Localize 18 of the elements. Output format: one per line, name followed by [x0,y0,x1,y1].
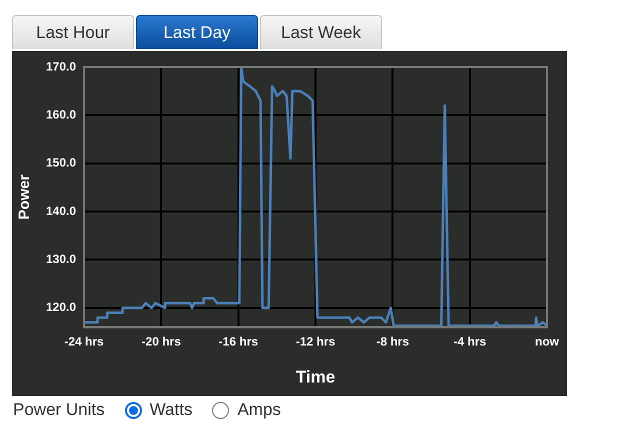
y-axis-title: Power [16,174,34,220]
y-tick-label: 170.0 [46,59,76,74]
text: Amps [237,400,281,420]
text: Watts [150,400,192,420]
text: Power Units [13,400,105,420]
x-tick-label: -12 hrs [296,334,336,349]
x-tick-label: -24 hrs [64,334,104,349]
y-tick-label: 140.0 [46,204,76,218]
x-tick-label: -16 hrs [218,334,258,349]
y-tick-label: 160.0 [46,108,76,122]
y-tick-label: 150.0 [46,156,76,170]
x-axis-title: Time [296,367,336,386]
y-tick-label: 130.0 [46,252,76,266]
x-tick-label: -8 hrs [376,334,410,349]
x-tick-label: -4 hrs [453,334,486,349]
y-tick-label: 120.0 [46,300,76,314]
x-tick-label: now [535,334,560,349]
x-tick-label: -20 hrs [142,334,182,349]
